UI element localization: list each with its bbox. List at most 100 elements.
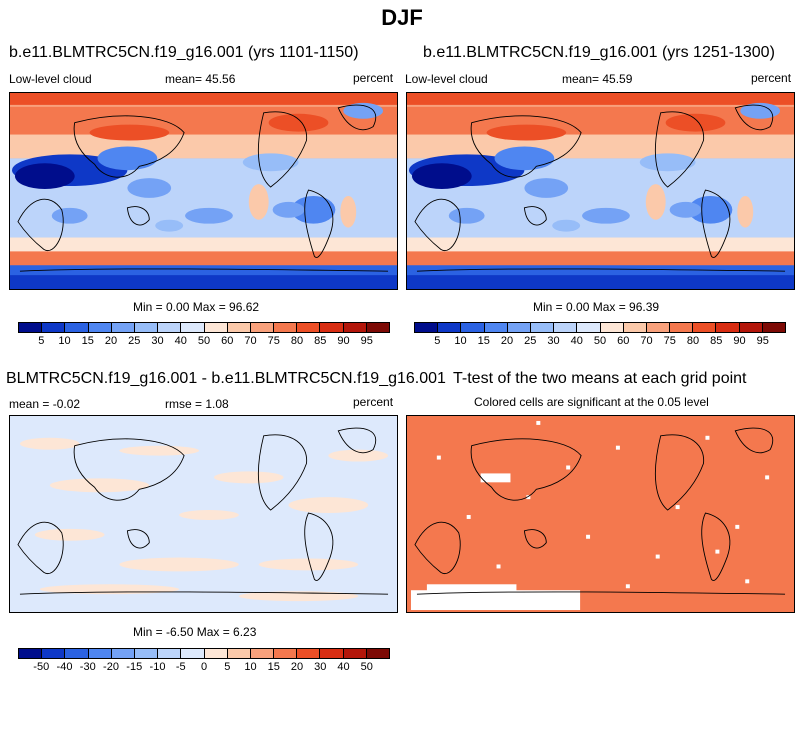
panel2-colorbar-swatch xyxy=(554,323,578,332)
panel1-colorbar-swatch xyxy=(366,323,389,332)
panel3-colorbar-swatch xyxy=(111,649,135,658)
panel2-colorbar-tick-label: 80 xyxy=(686,335,700,347)
panel1-colorbar-tick-label: 95 xyxy=(360,335,373,347)
panel3-colorbar-swatch xyxy=(65,649,89,658)
panel1-colorbar-swatch xyxy=(65,323,89,332)
panel3-colorbar xyxy=(18,648,390,659)
panel2-map xyxy=(406,92,795,290)
panel1-colorbar-tick-label: 30 xyxy=(151,335,164,347)
panel1-colorbar-swatch xyxy=(134,323,159,332)
panel1-colorbar-tick-label: 90 xyxy=(337,335,350,347)
panel3-colorbar-swatch xyxy=(297,649,321,658)
panel2-colorbar-swatch xyxy=(461,323,485,332)
panel2-colorbar-swatch xyxy=(762,323,785,332)
panel1-colorbar-tick-label: 60 xyxy=(221,335,234,347)
panel3-colorbar-tick-label: 10 xyxy=(244,661,257,673)
panel1-units-label: percent xyxy=(353,71,394,85)
panel2-colorbar-swatch xyxy=(577,323,601,332)
panel3-colorbar-swatch xyxy=(181,649,205,658)
panel1-colorbar-swatch xyxy=(320,323,344,332)
panel2-colorbar-swatch xyxy=(623,323,647,332)
panel3-colorbar-tick-label: 40 xyxy=(337,661,350,673)
panel3-minmax: Min = -6.50 Max = 6.23 xyxy=(133,625,257,639)
panel2-colorbar-tick-label: 85 xyxy=(710,335,723,347)
panel3-colorbar-tick-label: -40 xyxy=(56,661,73,673)
panel4-title: T-test of the two means at each grid poi… xyxy=(453,370,747,387)
panel3-coastlines xyxy=(17,427,389,595)
panel3-colorbar-swatch xyxy=(88,649,112,658)
panel2-minmax: Min = 0.00 Max = 96.39 xyxy=(533,300,660,314)
panel3-colorbar-tick-label: 30 xyxy=(314,661,327,673)
panel1-colorbar xyxy=(18,322,390,333)
panel3-colorbar-tick-label: 50 xyxy=(360,661,373,673)
panel1-colorbar-tick-label: 75 xyxy=(267,335,280,347)
panel2-colorbar-tick-label: 75 xyxy=(663,335,676,347)
panel1-colorbar-tick-label: 85 xyxy=(314,335,327,347)
panel1-cloud-field xyxy=(10,93,397,289)
panel3-colorbar-tick-label: 15 xyxy=(267,661,280,673)
panel1-colorbar-swatch xyxy=(42,323,66,332)
panel3-colorbar-swatch xyxy=(134,649,159,658)
panel2-colorbar-swatch xyxy=(600,323,624,332)
panel2-mean-label: mean= 45.59 xyxy=(562,72,633,86)
panel1-mean-label: mean= 45.56 xyxy=(165,72,236,86)
panel3-colorbar-tick-label: 5 xyxy=(224,661,231,673)
panel2-colorbar-tick-label: 30 xyxy=(547,335,560,347)
panel1-colorbar-tick-label: 40 xyxy=(174,335,187,347)
panel2-cloud-field xyxy=(407,93,794,289)
figure-title: DJF xyxy=(381,5,423,30)
panel1-title: b.e11.BLMTRC5CN.f19_g16.001 (yrs 1101-11… xyxy=(9,44,359,61)
panel1-colorbar-tick-label: 25 xyxy=(128,335,141,347)
panel3-colorbar-swatch xyxy=(320,649,344,658)
panel3-colorbar-tick-label: -50 xyxy=(33,661,50,673)
panel1-minmax: Min = 0.00 Max = 96.62 xyxy=(133,300,260,314)
panel2-colorbar-tick-label: 20 xyxy=(500,335,514,347)
panel3-colorbar-swatch xyxy=(366,649,389,658)
panel2-colorbar-swatch xyxy=(646,323,671,332)
panel1-colorbar-tick-label: 50 xyxy=(197,335,211,347)
panel1-colorbar-swatch xyxy=(88,323,112,332)
panel2-colorbar-tick-label: 90 xyxy=(733,335,746,347)
panel3-colorbar-tick-label: 0 xyxy=(200,661,208,673)
panel2-colorbar-tick-label: 25 xyxy=(524,335,537,347)
panel1-colorbar-swatch xyxy=(158,323,182,332)
panel1-colorbar-swatch xyxy=(204,323,228,332)
panel1-colorbar-swatch xyxy=(250,323,275,332)
panel1-colorbar-swatch xyxy=(19,323,43,332)
panel3-colorbar-tick-label: -10 xyxy=(149,661,166,673)
panel3-colorbar-swatch xyxy=(343,649,367,658)
panel2-colorbar xyxy=(414,322,786,333)
panel1-colorbar-tick-label: 80 xyxy=(290,335,304,347)
panel3-colorbar-swatch xyxy=(158,649,182,658)
panel2-colorbar-swatch xyxy=(507,323,531,332)
panel2-title: b.e11.BLMTRC5CN.f19_g16.001 (yrs 1251-13… xyxy=(423,44,775,61)
panel3-colorbar-swatch xyxy=(227,649,251,658)
panel2-colorbar-swatch xyxy=(739,323,763,332)
panel1-colorbar-tick-label: 20 xyxy=(104,335,118,347)
panel3-units-label: percent xyxy=(353,395,394,409)
panel2-colorbar-tick-label: 50 xyxy=(593,335,607,347)
panel2-colorbar-tick-label: 5 xyxy=(434,335,441,347)
panel3-colorbar-swatch xyxy=(19,649,43,658)
panel3-difference-field xyxy=(10,416,397,612)
panel2-units-label: percent xyxy=(751,71,792,85)
panel1-colorbar-swatch xyxy=(297,323,321,332)
panel3-mean-label: mean = -0.02 xyxy=(9,397,81,411)
panel2-colorbar-swatch xyxy=(693,323,717,332)
panel1-colorbar-swatch xyxy=(181,323,205,332)
panel3-colorbar-tick-label: -30 xyxy=(79,661,96,673)
panel3-colorbar-swatch xyxy=(204,649,228,658)
panel3-colorbar-tick-label: -20 xyxy=(103,661,119,673)
panel1-colorbar-tick-label: 5 xyxy=(38,335,45,347)
panel1-colorbar-swatch xyxy=(274,323,298,332)
panel1-colorbar-swatch xyxy=(343,323,367,332)
panel3-map xyxy=(9,415,398,613)
panel1-coastlines xyxy=(17,104,389,272)
panel2-colorbar-swatch xyxy=(670,323,694,332)
panel2-colorbar-swatch xyxy=(415,323,439,332)
panel2-colorbar-tick-label: 15 xyxy=(477,335,490,347)
panel2-variable-label: Low-level cloud xyxy=(405,72,488,86)
panel2-colorbar-tick-label: 70 xyxy=(640,335,653,347)
panel1-colorbar-swatch xyxy=(111,323,135,332)
panel2-colorbar-tick-label: 95 xyxy=(756,335,769,347)
